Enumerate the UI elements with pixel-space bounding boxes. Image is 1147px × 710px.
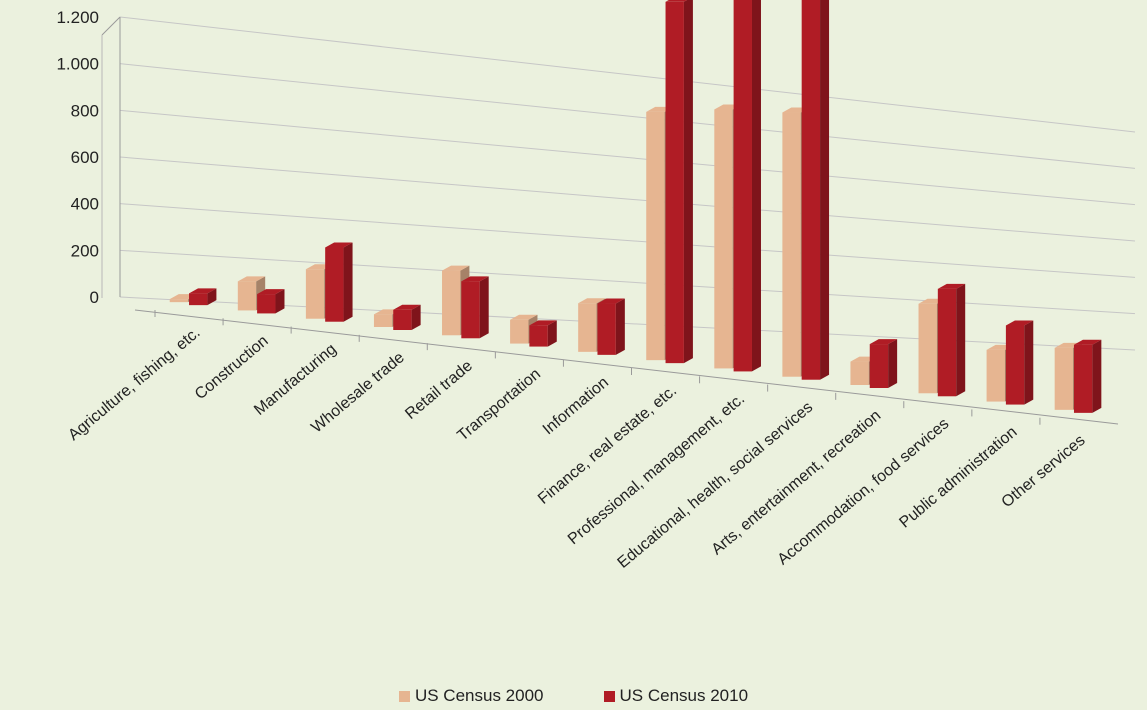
bar-2000-top	[510, 314, 538, 320]
bar-2010-side	[820, 0, 830, 380]
bar-2010	[665, 1, 684, 364]
bar-2010-top	[325, 242, 353, 248]
y-tick-label: 800	[71, 101, 99, 120]
bar-2010-top	[665, 0, 688, 2]
legend-label-2000: US Census 2000	[414, 686, 544, 705]
bar-2000-top	[442, 265, 470, 271]
bar-2010-side	[207, 288, 217, 306]
bar-2010-side	[751, 0, 761, 372]
bar-2000	[305, 269, 325, 319]
bar-2000	[237, 281, 257, 311]
x-tick-label: Transportation	[454, 366, 544, 445]
y-tick-label: 1.000	[56, 55, 99, 74]
bar-2010-side	[683, 0, 693, 364]
bar-2010-side	[343, 242, 353, 322]
x-tick-label: Accommodation, food services	[775, 415, 953, 568]
gridline	[119, 16, 1136, 133]
bar-2010-top	[937, 283, 966, 289]
bar-2010	[597, 303, 616, 355]
gridline	[119, 203, 1136, 278]
bar-2010-top	[529, 320, 557, 326]
bar-2010-top	[1005, 320, 1034, 326]
bar-2010-side	[547, 320, 557, 347]
bar-2010	[937, 288, 957, 397]
bar-2010-side	[956, 283, 966, 397]
bar-2010	[257, 294, 276, 314]
side-wall-top-edge	[101, 16, 121, 36]
legend-swatch-2010	[603, 690, 615, 702]
bar-2010-side	[1092, 339, 1102, 413]
bar-2010	[733, 0, 752, 372]
y-tick-label: 0	[90, 288, 99, 307]
bar-2000	[510, 319, 529, 344]
gridline	[119, 249, 1136, 315]
legend: US Census 2000 US Census 2010	[0, 686, 1147, 706]
floor-front-edge	[134, 309, 1119, 425]
bar-2010-top	[189, 288, 217, 294]
x-tick-label: Information	[540, 374, 612, 438]
x-tick-label: Construction	[192, 332, 272, 403]
y-tick-label: 600	[71, 148, 99, 167]
legend-item-2010: US Census 2010	[603, 686, 749, 706]
x-tick-label: Agriculture, fishing, etc.	[65, 324, 203, 444]
bar-2000	[578, 303, 597, 352]
bar-2010-top	[1073, 339, 1102, 345]
bar-2000	[373, 314, 393, 327]
bar-2000	[442, 270, 461, 336]
x-tick-label: Other services	[999, 432, 1089, 511]
x-tick-label: Finance, real estate, etc.	[535, 382, 680, 508]
bar-2000	[850, 361, 869, 385]
bar-2000	[986, 349, 1005, 402]
gridline	[119, 156, 1136, 242]
bar-2010-side	[1024, 320, 1034, 405]
bar-2010	[1073, 344, 1093, 413]
bar-2010-side	[888, 339, 898, 388]
legend-swatch-2000	[398, 690, 410, 702]
bar-2000	[782, 112, 801, 377]
y-tick-label: 1.200	[56, 8, 99, 27]
bar-2000	[646, 111, 665, 361]
bar-2000-top	[237, 276, 266, 282]
bar-2010	[325, 247, 344, 322]
bar-2010	[189, 293, 208, 306]
bar-2010	[1005, 325, 1025, 405]
bar-2010-top	[869, 339, 898, 345]
bar-2000	[714, 109, 733, 369]
bar-2010-top	[597, 298, 625, 304]
bar-2010-side	[275, 289, 285, 314]
y-tick-label: 400	[71, 195, 99, 214]
bar-2010-top	[461, 276, 489, 282]
y-tick-label: 200	[71, 241, 99, 260]
x-tick-label: Arts, entertainment, recreation	[709, 407, 885, 558]
legend-label-2010: US Census 2010	[619, 686, 749, 705]
bar-2000	[918, 303, 937, 394]
bar-2010-side	[479, 276, 489, 339]
bar-2010-side	[615, 298, 625, 355]
gridline	[119, 109, 1136, 206]
bar-2010-top	[393, 304, 421, 310]
bar-2010	[461, 281, 480, 339]
bar-2010-top	[257, 289, 285, 295]
bar-2010	[869, 344, 889, 388]
bar-2010	[393, 309, 412, 330]
bar-2010	[801, 0, 821, 380]
bar-2000	[1054, 347, 1074, 410]
gridline	[119, 63, 1136, 169]
bar-2010	[529, 325, 548, 347]
bar-2000-top	[578, 298, 606, 304]
gridline	[119, 296, 1136, 351]
x-tick-label: Retail trade	[402, 357, 476, 423]
legend-item-2000: US Census 2000	[398, 686, 544, 706]
bar-2010-side	[411, 304, 421, 330]
bar-2000	[169, 299, 189, 303]
